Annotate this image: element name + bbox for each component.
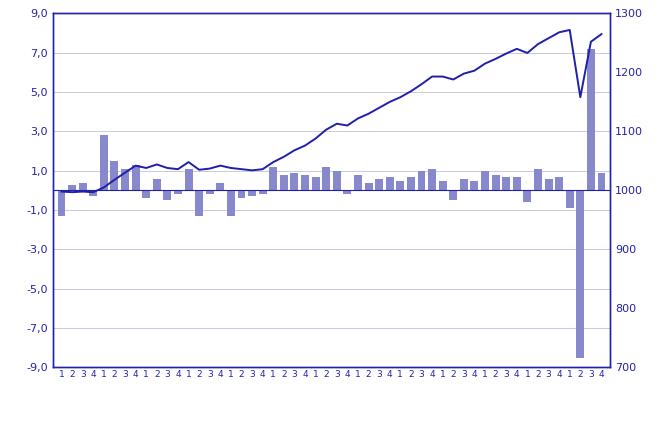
Bar [439,181,447,190]
Bar [195,190,203,216]
Bar [132,165,140,190]
Bar [280,175,288,190]
Bar [512,177,520,190]
Bar [290,172,298,190]
Bar [68,185,76,190]
Bar [58,190,66,216]
Bar [407,177,415,190]
Bar [100,135,108,190]
Bar [597,172,605,190]
Bar [576,190,584,358]
Bar [184,169,192,190]
Bar [153,179,160,190]
Bar [450,190,457,200]
Bar [492,175,500,190]
Bar [386,177,394,190]
Bar [354,175,362,190]
Bar [460,179,468,190]
Bar [587,49,595,190]
Bar [121,169,129,190]
Bar [544,179,552,190]
Bar [143,190,151,198]
Bar [163,190,171,200]
Bar [343,190,351,194]
Bar [237,190,245,198]
Bar [375,179,383,190]
Bar [174,190,182,194]
Bar [418,171,426,190]
Bar [227,190,235,216]
Bar [312,177,320,190]
Bar [216,182,224,190]
Bar [301,175,309,190]
Bar [481,171,489,190]
Bar [269,167,277,190]
Bar [428,169,436,190]
Bar [90,190,97,196]
Bar [259,190,267,194]
Bar [471,181,479,190]
Bar [555,177,563,190]
Bar [365,182,373,190]
Bar [248,190,256,196]
Bar [534,169,542,190]
Bar [566,190,573,208]
Bar [396,181,404,190]
Bar [206,190,213,194]
Bar [523,190,531,202]
Bar [503,177,510,190]
Bar [333,171,341,190]
Bar [322,167,330,190]
Bar [79,182,87,190]
Bar [111,161,119,190]
